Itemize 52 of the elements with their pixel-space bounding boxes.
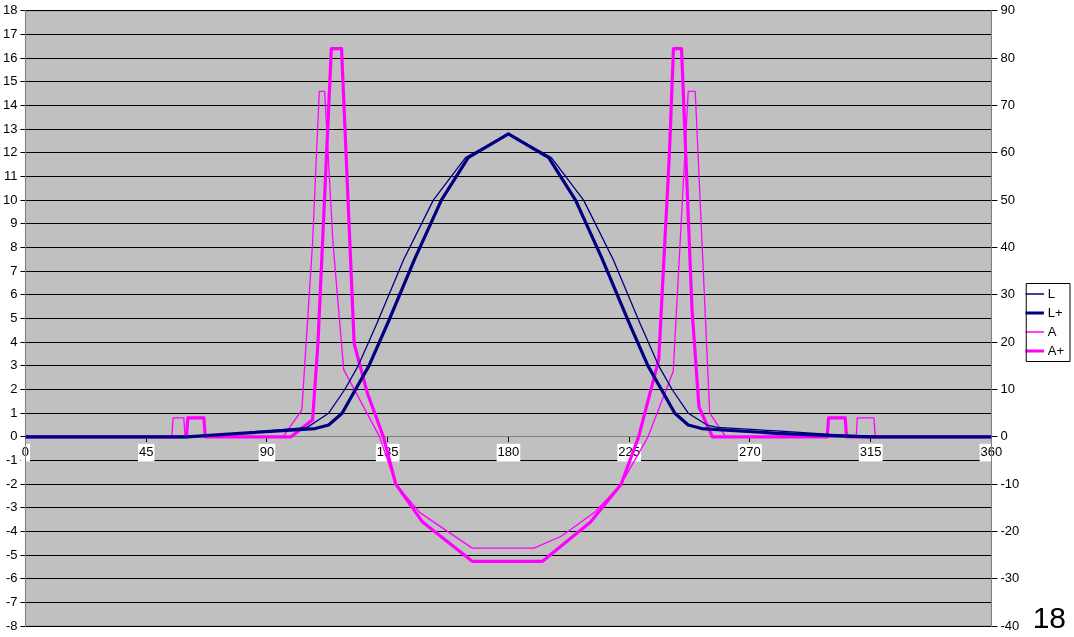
- y-tick-label: 15: [2, 73, 18, 89]
- y-tick-label: 14: [2, 97, 18, 113]
- y-tick-label: 13: [2, 120, 18, 136]
- y-tick-label: -5: [5, 546, 18, 562]
- y2-tick-label: 10: [1000, 381, 1015, 397]
- y2-tick-label: 20: [1000, 333, 1015, 349]
- y2-tick-label: 60: [1000, 144, 1015, 160]
- y2-tick-label: -30: [1000, 570, 1020, 586]
- y-tick-label: -6: [5, 570, 18, 586]
- y2-tick-label: 0: [1000, 428, 1008, 444]
- y-tick-label: -1: [5, 452, 18, 468]
- y-tick-label: 16: [2, 49, 18, 65]
- y-tick-label: 10: [2, 191, 18, 207]
- y-tick-label: 6: [10, 286, 18, 302]
- y2-tick-label: -40: [1000, 617, 1020, 633]
- y2-tick-label: 70: [1000, 97, 1015, 113]
- y-tick-label: 3: [10, 357, 18, 373]
- y-tick-label: -7: [5, 594, 18, 610]
- text: 18: [1032, 601, 1066, 635]
- y-tick-label: -4: [5, 523, 18, 539]
- x-tick-label: 270: [739, 444, 761, 460]
- y-tick-label: 5: [10, 310, 18, 326]
- y2-tick-label: 80: [1000, 49, 1015, 65]
- y2-tick-label: 50: [1000, 191, 1015, 207]
- y-tick-label: 1: [10, 404, 18, 420]
- y-tick-label: 0: [10, 428, 18, 444]
- x-tick-label: 180: [497, 444, 520, 460]
- y2-tick-label: -10: [1000, 475, 1020, 491]
- legend-label: L+: [1047, 304, 1063, 320]
- x-tick-label: 360: [980, 444, 1003, 460]
- y-tick-label: 9: [10, 215, 18, 231]
- y-tick-label: 18: [2, 2, 18, 18]
- x-tick-label: 315: [859, 444, 882, 460]
- legend-label: A: [1047, 323, 1057, 339]
- y2-tick-label: 90: [1000, 2, 1015, 18]
- y-tick-label: 7: [10, 262, 18, 278]
- legend-label: L: [1047, 285, 1055, 301]
- y-tick-label: -8: [5, 617, 18, 633]
- y-tick-label: 12: [2, 144, 18, 160]
- y-tick-label: 11: [3, 168, 18, 184]
- y2-tick-label: 30: [1000, 286, 1015, 302]
- y-tick-label: -2: [5, 475, 18, 491]
- y2-tick-label: -20: [1000, 523, 1020, 539]
- y-tick-label: 8: [10, 239, 18, 255]
- y-tick-label: -3: [5, 499, 18, 515]
- y-tick-label: 4: [10, 333, 18, 349]
- x-tick-label: 90: [259, 444, 275, 460]
- y-tick-label: 2: [10, 381, 18, 397]
- y-tick-label: 17: [2, 26, 18, 42]
- y2-tick-label: 40: [1000, 239, 1015, 255]
- x-tick-label: 45: [138, 444, 154, 460]
- legend-label: A+: [1047, 342, 1064, 358]
